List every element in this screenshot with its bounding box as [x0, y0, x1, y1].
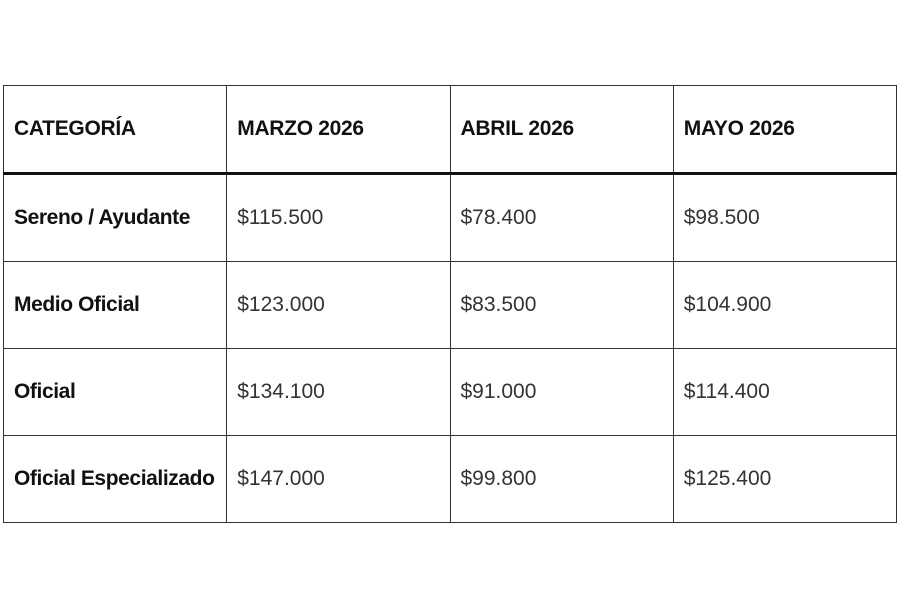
- table-row: Oficial $134.100 $91.000 $114.400: [2, 348, 898, 436]
- wage-table: CATEGORÍA MARZO 2026 ABRIL 2026 MAYO 2026 S…: [2, 85, 898, 523]
- value-cell: $125.400: [672, 435, 898, 523]
- value-cell: $147.000: [226, 435, 451, 523]
- value-cell: $99.800: [449, 435, 674, 523]
- header-cell: CATEGORÍA: [2, 85, 228, 174]
- value-cell: $114.400: [672, 348, 898, 436]
- category-cell: Medio Oficial: [2, 261, 228, 349]
- value-cell: $91.000: [449, 348, 674, 436]
- table-row: Medio Oficial $123.000 $83.500 $104.900: [2, 261, 898, 349]
- value-cell: $134.100: [226, 348, 451, 436]
- table-row: Oficial Especializado $147.000 $99.800 $125…: [2, 435, 898, 523]
- header-cell: MAYO 2026: [672, 85, 898, 174]
- value-cell: $115.500: [226, 173, 451, 262]
- category-cell: Oficial: [2, 348, 228, 436]
- header-cell: MARZO 2026: [226, 85, 451, 174]
- category-cell: Oficial Especializado: [2, 435, 228, 523]
- value-cell: $83.500: [449, 261, 674, 349]
- value-cell: $98.500: [672, 173, 898, 262]
- category-cell: Sereno / Ayudante: [2, 173, 228, 262]
- value-cell: $78.400: [449, 173, 674, 262]
- value-cell: $104.900: [672, 261, 898, 349]
- value-cell: $123.000: [226, 261, 451, 349]
- header-cell: ABRIL 2026: [449, 85, 674, 174]
- table-row: Sereno / Ayudante $115.500 $78.400 $98.500: [2, 173, 898, 262]
- header-row: CATEGORÍA MARZO 2026 ABRIL 2026 MAYO 2026: [2, 85, 898, 174]
